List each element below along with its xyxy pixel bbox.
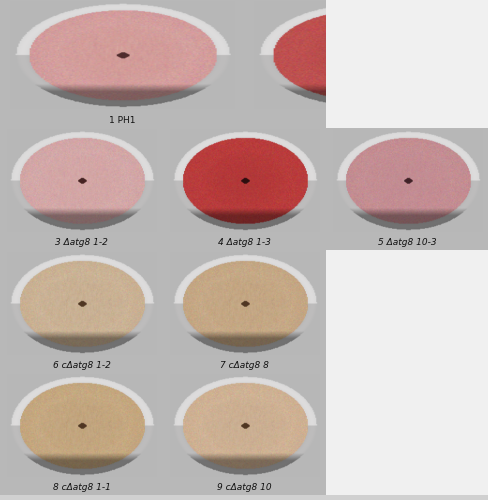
Text: 8 cΔatg8 1-1: 8 cΔatg8 1-1: [52, 484, 110, 492]
Text: 1 PH1: 1 PH1: [109, 116, 135, 124]
Text: 2 Δatg8 5-1: 2 Δatg8 5-1: [340, 116, 392, 124]
Text: 4 Δatg8 1-3: 4 Δatg8 1-3: [218, 238, 270, 248]
Text: 6 cΔatg8 1-2: 6 cΔatg8 1-2: [52, 361, 110, 370]
Text: 3 Δatg8 1-2: 3 Δatg8 1-2: [55, 238, 108, 248]
Text: 7 cΔatg8 8: 7 cΔatg8 8: [220, 361, 268, 370]
Text: 9 cΔatg8 10: 9 cΔatg8 10: [217, 484, 271, 492]
Text: 5 Δatg8 10-3: 5 Δatg8 10-3: [377, 238, 436, 248]
